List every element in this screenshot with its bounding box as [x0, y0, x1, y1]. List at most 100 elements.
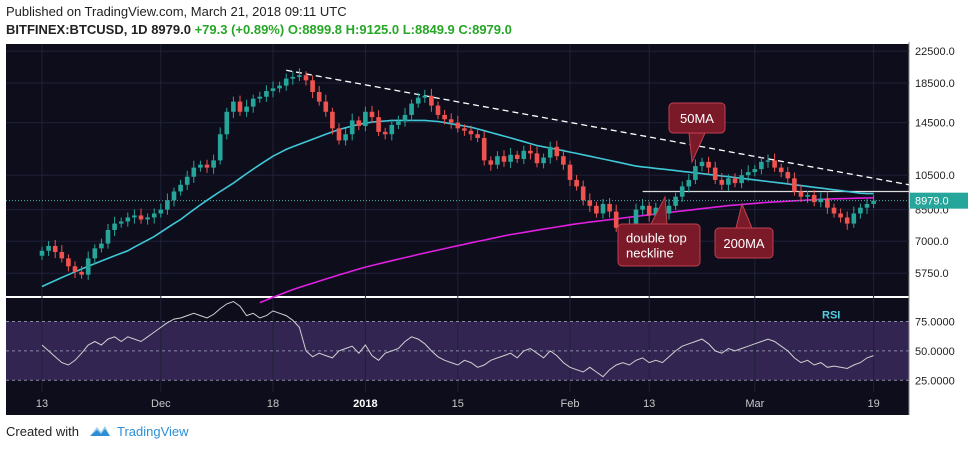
candle-body — [561, 156, 566, 165]
y-tick-label: 7000.0 — [915, 236, 949, 248]
candle-body — [46, 245, 51, 251]
candle-body — [224, 111, 230, 135]
candle-body — [653, 207, 659, 216]
candle-body — [349, 120, 355, 135]
candle-body — [310, 80, 315, 93]
callout-box — [668, 102, 726, 134]
candle-body — [825, 198, 830, 208]
candle-body — [316, 92, 322, 102]
candle-body — [712, 167, 718, 180]
candle-body — [765, 160, 771, 162]
candle-body — [211, 160, 216, 168]
x-tick-label: 18 — [267, 398, 279, 410]
downtrend-line — [286, 69, 910, 186]
callout-box — [617, 223, 701, 267]
candle-body — [290, 76, 296, 79]
candle-body — [831, 207, 837, 214]
candle-body — [534, 153, 540, 164]
candle-body — [79, 271, 84, 275]
candle-body — [356, 120, 362, 127]
rsi-label: RSI — [822, 310, 840, 322]
candle-body — [277, 85, 282, 89]
candle-body — [118, 221, 124, 224]
candle-body — [184, 176, 190, 185]
chart-header: Published on TradingView.com, March 21, … — [0, 0, 969, 42]
callout-box — [714, 227, 774, 259]
candle-body — [343, 134, 348, 141]
created-with-text: Created with — [6, 424, 79, 439]
candle-body — [600, 203, 606, 214]
candle-body — [66, 258, 71, 267]
candle-body — [732, 178, 738, 184]
candle-body — [59, 252, 65, 259]
candle-body — [646, 205, 652, 216]
x-tick-label: Feb — [561, 398, 580, 410]
x-tick-label: 19 — [867, 398, 879, 410]
candle-body — [132, 215, 137, 218]
candle-body — [580, 186, 586, 201]
y-tick-label: 10500.0 — [915, 170, 955, 182]
candle-body — [871, 200, 876, 204]
candle-body — [369, 111, 375, 118]
candle-body — [231, 101, 236, 112]
candle-body — [811, 194, 817, 203]
candle-body — [442, 114, 447, 120]
candle-body — [237, 101, 243, 112]
candle-body — [488, 160, 494, 165]
candle-body — [798, 191, 804, 197]
ma200-line — [259, 197, 874, 304]
candle-body — [382, 131, 388, 135]
time-axis-bg — [6, 392, 909, 415]
candle-body — [772, 160, 777, 168]
x-tick-label: Mar — [745, 398, 764, 410]
x-tick-label: Dec — [151, 398, 171, 410]
candle-body — [264, 91, 269, 97]
candle-body — [594, 205, 599, 214]
candle-body — [138, 215, 144, 220]
quote-line: BITFINEX:BTCUSD, 1D 8979.0 +79.3 (+0.89%… — [6, 22, 512, 37]
candle-body — [151, 213, 157, 218]
tradingview-brand[interactable]: TradingView — [117, 424, 189, 439]
candle-body — [706, 161, 711, 168]
candle-body — [191, 167, 197, 177]
candle-body — [468, 130, 474, 135]
x-tick-label: 2018 — [353, 398, 377, 410]
tradingview-logo-icon — [90, 426, 110, 436]
candle-body — [303, 75, 309, 81]
price-change: +79.3 (+0.89%) — [194, 22, 285, 37]
candle-body — [699, 161, 705, 167]
candle-body — [759, 161, 764, 170]
candle-body — [752, 169, 758, 173]
chart-area[interactable]: 5750.0 7000.0 8500.0 10500.0 14500.0 18500.0 2… — [0, 42, 969, 415]
symbol-label: BITFINEX:BTCUSD, 1D — [6, 22, 148, 37]
candle-body — [686, 179, 692, 187]
candle-body — [165, 200, 170, 210]
candle-body — [429, 95, 434, 106]
footer: Created with TradingView — [0, 415, 969, 449]
rsi-tick-label: 75.0000 — [915, 317, 955, 329]
candle-body — [792, 178, 797, 192]
candle-body — [448, 119, 454, 123]
candle-body — [514, 154, 520, 159]
candle-body — [396, 121, 401, 125]
candle-body — [462, 128, 467, 131]
candle-body — [244, 106, 249, 112]
candle-body — [739, 175, 744, 184]
candle-body — [52, 245, 58, 253]
candle-body — [92, 248, 98, 259]
candle-body — [145, 217, 150, 220]
candle-body — [125, 217, 131, 222]
candle-body — [858, 207, 863, 214]
candle-body — [204, 164, 210, 168]
candle-body — [693, 166, 698, 180]
candle-body — [112, 223, 117, 230]
candle-body — [521, 150, 527, 159]
candle-body — [323, 101, 329, 112]
price-chart[interactable]: 5750.07000.08500.010500.014500.018500.02… — [0, 42, 969, 415]
candle-body — [587, 200, 593, 206]
candle-body — [501, 156, 507, 162]
candle-body — [640, 205, 645, 210]
y-tick-label: 14500.0 — [915, 118, 955, 130]
candle-body — [99, 243, 104, 249]
